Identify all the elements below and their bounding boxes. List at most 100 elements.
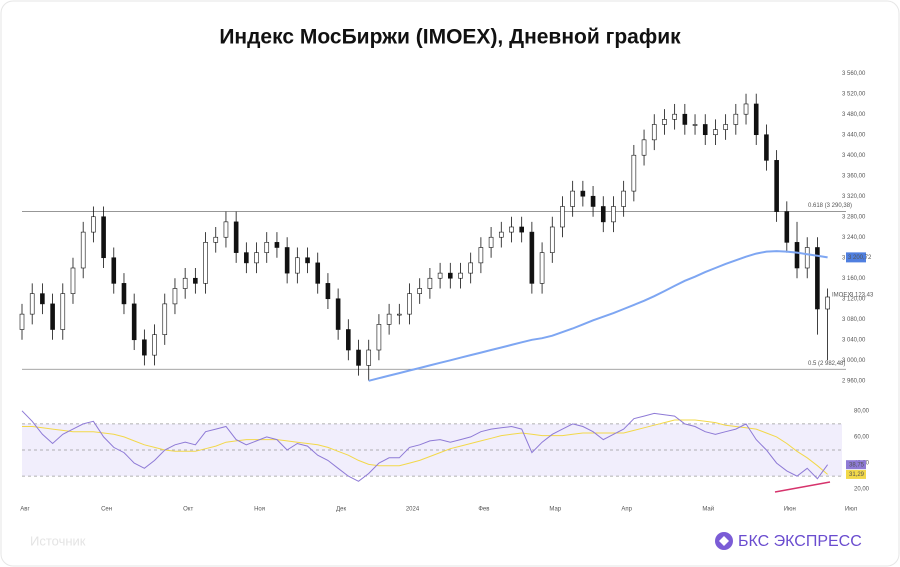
candle-body [764, 134, 769, 161]
candle-body [641, 139, 647, 156]
candle-body [60, 293, 66, 330]
candle-body [682, 113, 688, 125]
candle-body [386, 313, 392, 325]
candle-body [651, 124, 657, 141]
candle-body [284, 247, 290, 274]
rsi-tick-label: 20,00 [854, 487, 870, 493]
candle-body [458, 272, 463, 279]
candle-body [356, 349, 361, 366]
candle-body [366, 349, 372, 366]
candle-body [447, 272, 453, 279]
candle-body [80, 231, 86, 269]
candle-body [131, 303, 137, 341]
candle-body [702, 124, 708, 136]
candle-body [264, 242, 270, 253]
candle-body [376, 324, 382, 351]
y-tick-label: 3 040,00 [842, 337, 866, 343]
y-tick-label: 3 400,00 [842, 153, 866, 159]
last-price-label: 3 123,43 [850, 293, 874, 299]
candle-body [417, 288, 423, 294]
x-tick-label: Ноя [254, 507, 265, 513]
candle-body [254, 252, 259, 264]
candle-body [468, 262, 473, 274]
y-tick-label: 3 160,00 [842, 276, 866, 282]
candle-body [804, 247, 810, 269]
candle-body [600, 206, 606, 223]
candle-body [142, 339, 147, 356]
x-tick-label: Авг [20, 507, 30, 513]
ma-line [368, 250, 828, 382]
candle-body [815, 247, 820, 310]
x-tick-label: 2024 [406, 507, 420, 513]
candle-body [233, 221, 239, 253]
candle-body [111, 257, 117, 284]
candle-body [295, 257, 300, 274]
y-tick-label: 3 320,00 [842, 194, 866, 200]
x-tick-label: Фев [478, 507, 489, 513]
candle-body [611, 206, 616, 223]
series-name: IMOEX [832, 293, 851, 299]
candle-body [244, 252, 249, 264]
candle-body [794, 242, 800, 269]
candle-body [723, 124, 728, 130]
level-label: 0.5 (2 982,48) [808, 361, 845, 367]
candle-body [91, 216, 96, 233]
candle-body [539, 252, 545, 284]
candle-body [498, 231, 504, 238]
candle-body [488, 236, 494, 248]
rsi-line [21, 410, 829, 482]
y-tick-label: 3 120,00 [842, 296, 866, 302]
candle-body [631, 154, 637, 192]
candle-body [407, 293, 412, 315]
rsi_ma-badge [846, 469, 866, 479]
candle-body [692, 124, 698, 126]
candle-body [478, 247, 484, 264]
candle-body [560, 206, 565, 228]
candle-body [549, 226, 555, 253]
y-tick-label: 3 480,00 [842, 112, 866, 118]
candle-body [784, 211, 790, 243]
candle-body [743, 103, 749, 115]
candle-body [346, 329, 351, 351]
brand-logo [715, 532, 733, 550]
candle-body [29, 293, 35, 315]
candle-body [315, 262, 321, 284]
candle-body [519, 226, 524, 233]
divergence-line [774, 481, 831, 493]
x-tick-label: Мар [549, 507, 561, 513]
candle-body [713, 129, 718, 136]
candle-body [19, 313, 25, 330]
level-label: 0.618 (3 290,38) [808, 203, 852, 209]
candle-body [825, 296, 830, 310]
candle-body [213, 236, 219, 243]
y-tick-label: 3 000,00 [842, 358, 866, 364]
candle-body [427, 277, 433, 289]
candle-body [70, 267, 76, 294]
chart-title: Индекс МосБиржи (IMOEX), Дневной график [219, 26, 681, 49]
candle-body [397, 313, 402, 316]
y-tick-label: 3 520,00 [842, 91, 866, 97]
ma-label: 3 200,72 [848, 255, 872, 261]
y-tick-label: 3 280,00 [842, 214, 866, 220]
candle-body [101, 216, 106, 259]
rsi-tick-label: 80,00 [854, 408, 870, 414]
candle-body [203, 242, 208, 284]
y-tick-label: 3 440,00 [842, 132, 866, 138]
y-tick-label: 3 240,00 [842, 235, 866, 241]
candle-body [172, 288, 178, 305]
candle-body [662, 119, 667, 125]
y-tick-label: 3 360,00 [842, 173, 866, 179]
candle-body [193, 277, 198, 284]
x-tick-label: Сен [101, 507, 112, 513]
rsi-label: 38,75 [849, 462, 865, 468]
source: Источник [30, 533, 86, 548]
rsi_ma-label: 31,29 [849, 472, 865, 478]
candle-body [223, 221, 229, 238]
candle-body [40, 293, 45, 305]
y-tick-label: 3 560,00 [842, 71, 866, 77]
x-tick-label: Май [702, 506, 714, 513]
x-tick-label: Дек [336, 507, 346, 513]
candle-body [529, 231, 535, 284]
